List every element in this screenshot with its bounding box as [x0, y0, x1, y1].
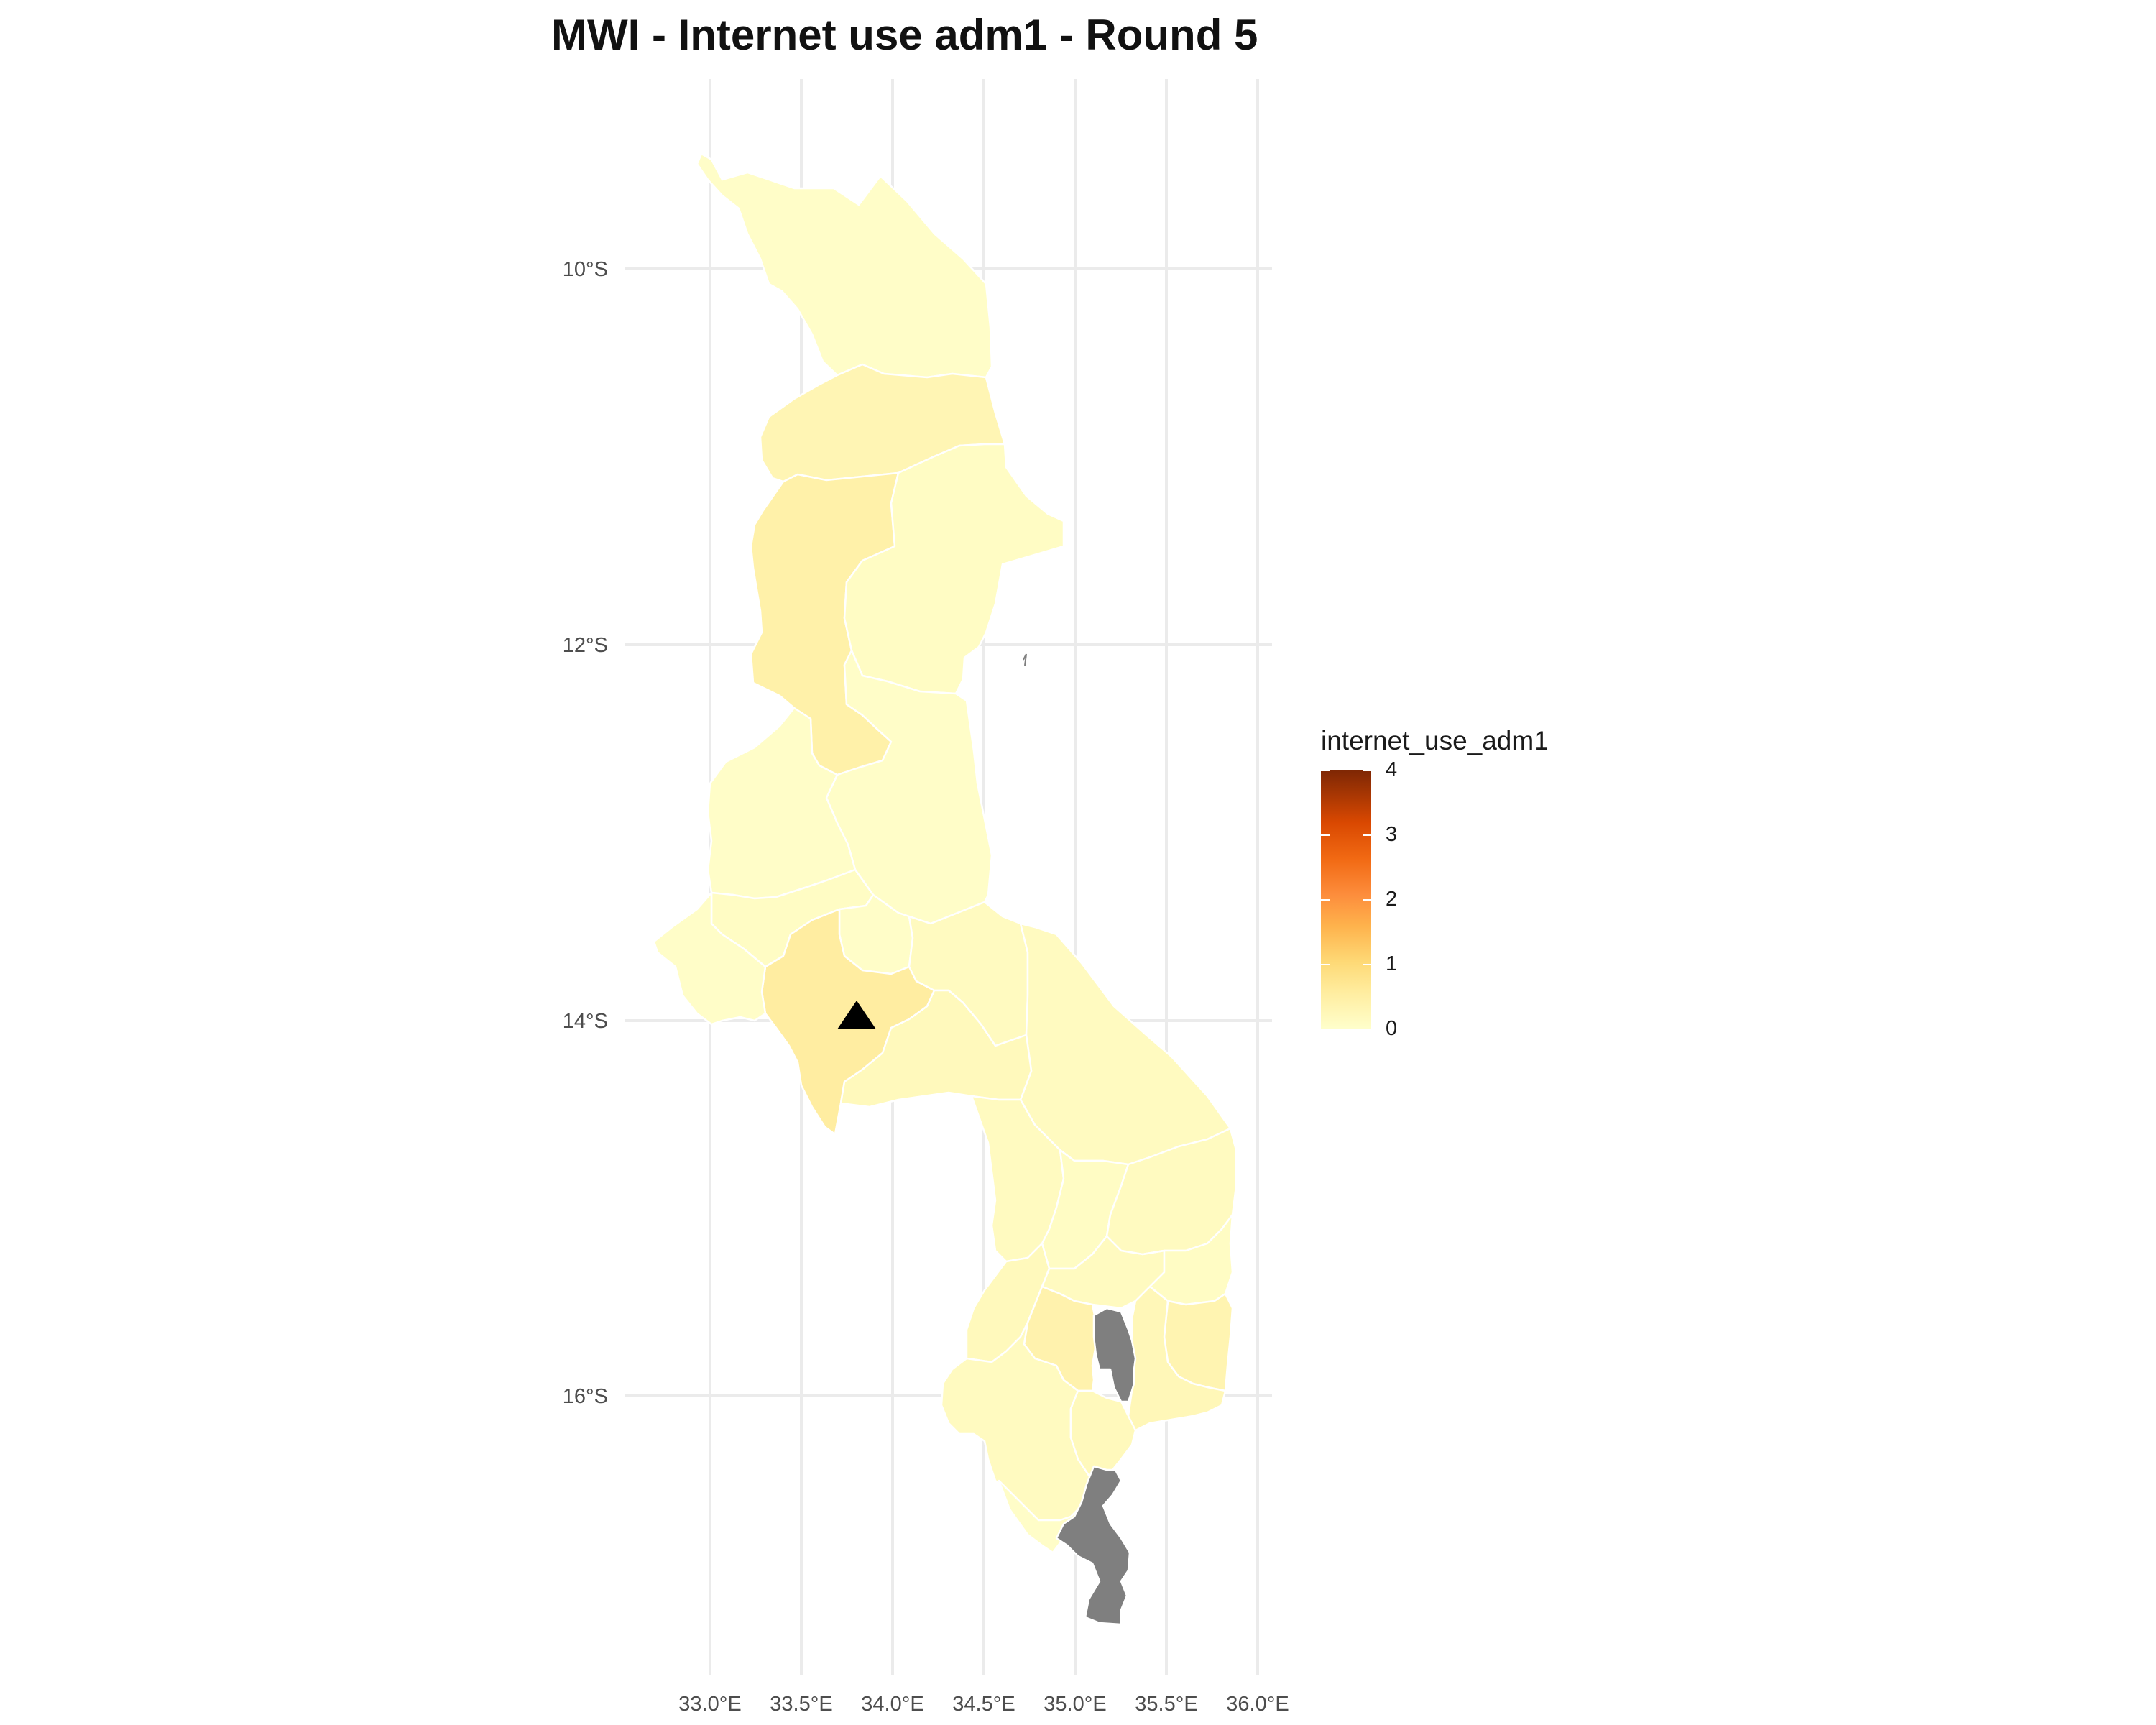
- legend-label: 1: [1386, 952, 1398, 975]
- region-south-15[interactable]: [1055, 1465, 1131, 1626]
- map-title: MWI - Internet use adm1 - Round 5: [551, 11, 1258, 59]
- region-north-east[interactable]: [843, 443, 1065, 695]
- x-tick-label: 35.5°E: [1135, 1693, 1197, 1716]
- x-tick-label: 35.0°E: [1044, 1693, 1106, 1716]
- y-tick-label: 16°S: [563, 1385, 608, 1408]
- region-north-1[interactable]: [696, 152, 993, 379]
- region-south-1[interactable]: [839, 989, 1033, 1108]
- x-tick-label: 36.0°E: [1226, 1693, 1289, 1716]
- legend-title: internet_use_adm1: [1321, 726, 1549, 755]
- region-south-12[interactable]: [1069, 1389, 1137, 1482]
- region-center-west-1[interactable]: [706, 707, 857, 900]
- region-south-7[interactable]: [1141, 1213, 1234, 1306]
- x-axis-labels: 33.0°E 33.5°E 34.0°E 34.5°E 35.0°E 35.5°…: [678, 1693, 1289, 1716]
- lake-island-mark: [1023, 653, 1027, 666]
- y-axis-labels: 10°S 12°S 14°S 16°S: [563, 258, 608, 1408]
- region-layer: [653, 152, 1238, 1626]
- legend-label: 2: [1386, 888, 1398, 911]
- y-tick-label: 14°S: [563, 1010, 608, 1033]
- x-tick-label: 34.0°E: [861, 1693, 923, 1716]
- capital-marker-triangle-icon: [837, 1000, 876, 1029]
- x-tick-label: 34.5°E: [952, 1693, 1015, 1716]
- legend-label: 3: [1386, 823, 1398, 846]
- legend-label: 4: [1386, 758, 1398, 781]
- y-tick-label: 12°S: [563, 634, 608, 657]
- region-west-1[interactable]: [653, 891, 767, 1026]
- region-south-east-1[interactable]: [1019, 922, 1232, 1166]
- region-south-14[interactable]: [1092, 1307, 1137, 1403]
- y-tick-label: 10°S: [563, 258, 608, 281]
- x-tick-label: 33.5°E: [770, 1693, 832, 1716]
- x-tick-label: 33.0°E: [678, 1693, 741, 1716]
- legend-label: 0: [1386, 1017, 1398, 1040]
